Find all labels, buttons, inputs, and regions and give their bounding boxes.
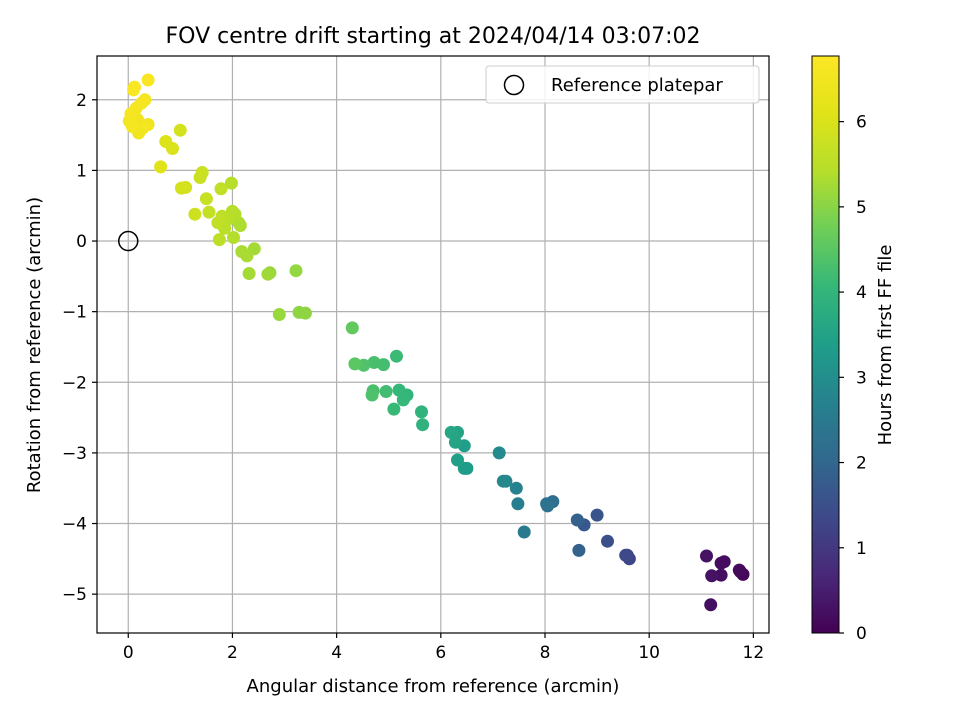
x-tick-label: 8 bbox=[540, 643, 551, 663]
scatter-point bbox=[159, 135, 173, 148]
scatter-point bbox=[379, 385, 393, 398]
scatter-point bbox=[700, 549, 713, 563]
scatter-point bbox=[451, 453, 464, 467]
scatter-point bbox=[415, 405, 428, 419]
scatter-point bbox=[173, 123, 187, 137]
scatter-point bbox=[492, 446, 506, 460]
scatter-point bbox=[732, 563, 746, 577]
scatter-point bbox=[511, 497, 525, 511]
grid-lines bbox=[97, 56, 769, 633]
colorbar-tick-label: 1 bbox=[856, 539, 867, 559]
scatter-point bbox=[601, 534, 614, 548]
scatter-point bbox=[396, 393, 410, 407]
legend: Reference platepar bbox=[485, 65, 760, 104]
scatter-point bbox=[242, 267, 256, 280]
scatter-point bbox=[122, 114, 136, 128]
scatter-point bbox=[714, 556, 728, 570]
y-tick-label: −5 bbox=[62, 585, 87, 605]
scatter-point bbox=[390, 349, 403, 363]
scatter-point bbox=[345, 321, 359, 335]
scatter-points bbox=[122, 73, 750, 612]
x-tick-label: 2 bbox=[227, 643, 238, 663]
scatter-point bbox=[509, 481, 523, 495]
x-tick-label: 10 bbox=[638, 643, 660, 663]
y-tick-label: −1 bbox=[62, 303, 87, 323]
scatter-point bbox=[292, 305, 306, 319]
scatter-point bbox=[619, 548, 633, 562]
colorbar-tick-label: 0 bbox=[856, 624, 867, 644]
colorbar-tick-label: 5 bbox=[856, 198, 867, 218]
y-tick-label: 1 bbox=[76, 161, 87, 181]
legend-box bbox=[485, 65, 760, 104]
scatter-point bbox=[392, 383, 406, 397]
x-tick-label: 12 bbox=[743, 643, 765, 663]
scatter-point bbox=[540, 497, 554, 511]
scatter-point bbox=[448, 435, 462, 449]
scatter-point bbox=[590, 508, 604, 522]
scatter-point bbox=[496, 474, 510, 488]
scatter-point bbox=[517, 525, 531, 539]
scatter-point bbox=[127, 83, 140, 97]
scatter-point bbox=[570, 513, 584, 527]
scatter-point bbox=[214, 182, 228, 196]
y-tick-label: 2 bbox=[76, 91, 87, 111]
y-tick-label: 0 bbox=[76, 232, 87, 252]
colorbar-gradient bbox=[811, 55, 840, 634]
y-tick-label: −4 bbox=[62, 515, 87, 535]
reference-marker-group bbox=[118, 230, 139, 252]
scatter-point bbox=[227, 231, 240, 244]
scatter-point bbox=[174, 181, 188, 195]
x-tick-label: 0 bbox=[123, 643, 134, 663]
colorbar-tick-label: 3 bbox=[856, 368, 867, 388]
chart-title: FOV centre drift starting at 2024/04/14 … bbox=[166, 24, 701, 49]
scatter-point bbox=[572, 543, 586, 557]
scatter-point bbox=[289, 264, 303, 278]
plot-frame bbox=[96, 55, 770, 634]
scatter-point bbox=[272, 308, 286, 321]
scatter-point bbox=[212, 233, 226, 247]
scatter-point bbox=[224, 176, 238, 190]
x-tick-label: 6 bbox=[435, 643, 446, 663]
y-tick-label: −2 bbox=[62, 373, 87, 393]
scatter-point bbox=[444, 425, 458, 439]
scatter-point bbox=[261, 267, 275, 281]
scatter-point bbox=[348, 357, 362, 371]
x-tick-label: 4 bbox=[331, 643, 342, 663]
scatter-point bbox=[705, 569, 719, 583]
scatter-point bbox=[416, 418, 430, 432]
scatter-point bbox=[154, 160, 168, 174]
colorbar-ticks: 0 1 2 3 4 5 6 bbox=[839, 113, 867, 644]
colorbar: 0 1 2 3 4 5 6 Hours from first FF file bbox=[811, 55, 896, 644]
y-axis-label: Rotation from reference (arcmin) bbox=[24, 197, 45, 493]
scatter-point bbox=[367, 356, 381, 369]
colorbar-tick-label: 4 bbox=[856, 283, 867, 303]
y-axis-ticks: −5 −4 −3 −2 −1 0 1 2 bbox=[62, 91, 97, 605]
scatter-point bbox=[714, 568, 728, 582]
scatter-point bbox=[704, 598, 718, 612]
scatter-point bbox=[188, 207, 202, 221]
legend-entry-reference: Reference platepar bbox=[551, 75, 723, 96]
colorbar-tick-label: 6 bbox=[856, 113, 867, 133]
legend-reference-marker bbox=[503, 74, 525, 96]
scatter-point bbox=[387, 402, 401, 416]
scatter-point bbox=[211, 216, 225, 230]
scatter-point bbox=[235, 245, 249, 259]
colorbar-tick-label: 2 bbox=[856, 454, 867, 474]
scatter-point bbox=[365, 388, 379, 402]
scatter-point bbox=[193, 171, 207, 184]
reference-marker bbox=[118, 230, 139, 252]
scatter-point bbox=[199, 192, 213, 206]
scatter-point bbox=[141, 73, 155, 87]
x-axis-ticks: 0 2 4 6 8 10 12 bbox=[123, 633, 764, 663]
colorbar-label: Hours from first FF file bbox=[875, 245, 896, 446]
y-tick-label: −3 bbox=[62, 444, 87, 464]
scatter-point bbox=[233, 219, 247, 232]
scatter-point bbox=[202, 205, 216, 219]
x-axis-label: Angular distance from reference (arcmin) bbox=[247, 676, 620, 697]
